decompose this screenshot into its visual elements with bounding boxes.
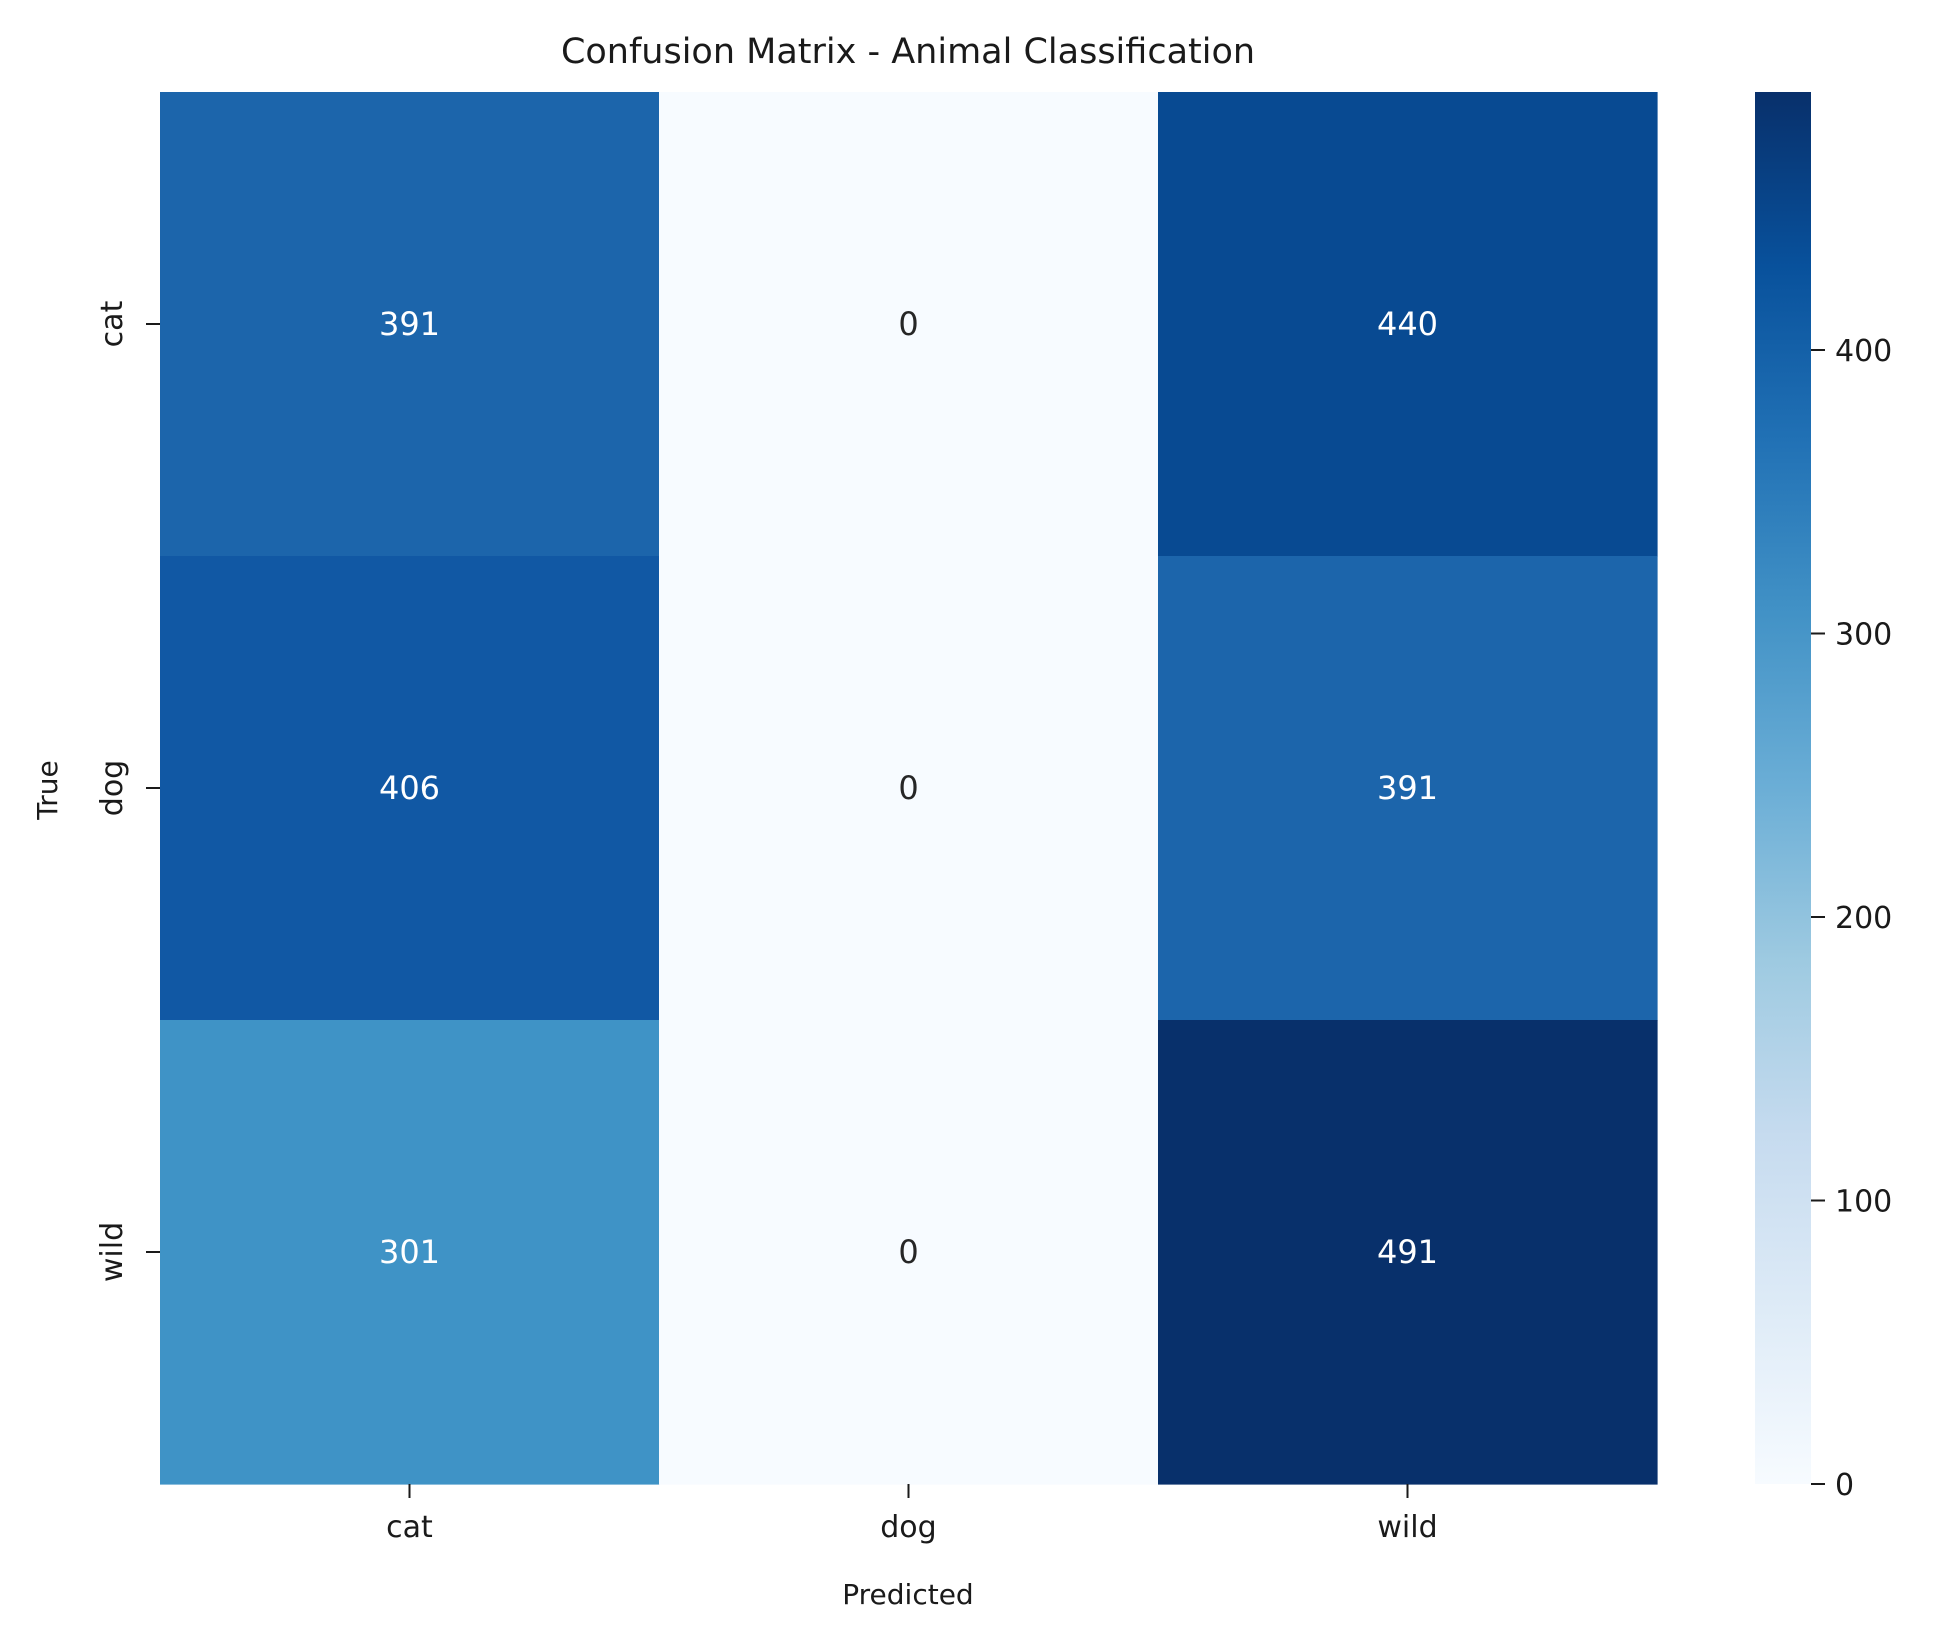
cell-value-dog-dog: 0 [898,769,918,807]
heatmap-cell-wild-cat [160,1020,660,1485]
heatmap-cell-dog-dog [659,556,1159,1021]
colorbar-tick-label-300: 300 [1835,617,1892,652]
cell-value-wild-dog: 0 [898,1233,918,1271]
y-tick-label-dog: dog [95,760,130,816]
cell-value-dog-cat: 406 [379,769,440,807]
colorbar-tick-label-200: 200 [1835,901,1892,936]
colorbar-tick-label-100: 100 [1835,1184,1892,1219]
heatmap-cell-dog-cat [160,556,660,1021]
cell-value-cat-wild: 440 [1377,305,1438,343]
x-tick-label-cat: cat [386,1510,433,1545]
cell-value-dog-wild: 391 [1377,769,1438,807]
heatmap-cell-cat-wild [1158,92,1658,557]
cell-value-cat-cat: 391 [379,305,440,343]
colorbar-tick-label-400: 400 [1835,334,1892,369]
heatmap-cell-cat-dog [659,92,1159,557]
cell-annotations: 391 0 440 406 0 391 301 0 491 [379,305,1438,1271]
heatmap-cell-wild-wild [1158,1020,1658,1485]
y-axis-label: True [31,760,64,820]
cell-value-wild-wild: 491 [1377,1233,1438,1271]
y-axis: cat dog wild [95,300,160,1282]
heatmap-cells [160,92,1658,1485]
heatmap-cell-dog-wild [1158,556,1658,1021]
cell-value-wild-cat: 301 [379,1233,440,1271]
y-tick-label-cat: cat [95,300,130,347]
heatmap-cell-wild-dog [659,1020,1159,1485]
x-axis: cat dog wild [386,1484,1438,1545]
x-axis-label: Predicted [842,1578,973,1611]
x-tick-label-dog: dog [880,1510,936,1545]
chart-title: Confusion Matrix - Animal Classification [561,32,1255,72]
y-tick-label-wild: wild [95,1222,130,1282]
colorbar-tick-label-0: 0 [1835,1468,1854,1503]
colorbar-ticks: 0 100 200 300 400 [1811,334,1892,1503]
x-tick-label-wild: wild [1377,1510,1437,1545]
cell-value-cat-dog: 0 [898,305,918,343]
heatmap-cell-cat-cat [160,92,660,557]
colorbar [1755,92,1811,1484]
